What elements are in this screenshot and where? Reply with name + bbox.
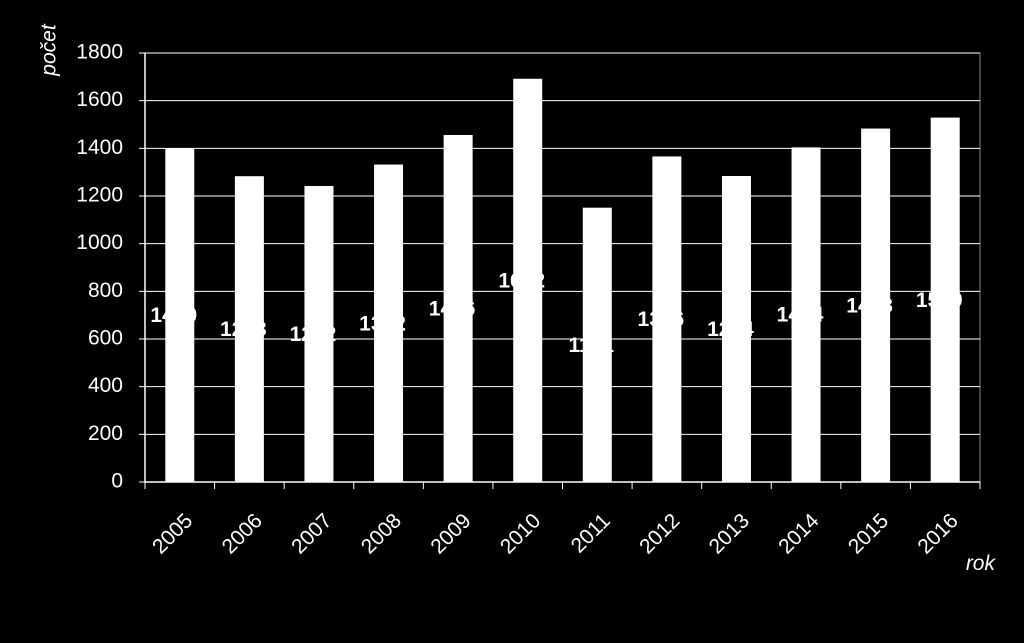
- y-tick-label: 1200: [76, 184, 123, 207]
- x-tick-label: 2014: [774, 509, 824, 559]
- bar: [861, 128, 891, 482]
- bar: [930, 117, 960, 483]
- data-label: 1483: [846, 294, 893, 317]
- data-label: 1283: [220, 318, 267, 341]
- bar: [374, 164, 404, 483]
- data-label: 1404: [777, 304, 824, 327]
- data-label: 1400: [150, 304, 197, 327]
- plot-border: [144, 52, 981, 483]
- x-tick-label: 2012: [635, 509, 684, 558]
- bar: [652, 156, 682, 483]
- y-tick-label: 200: [88, 422, 123, 445]
- y-axis-title: počet: [38, 23, 61, 77]
- x-tick-label: 2016: [913, 509, 962, 558]
- y-tick-label: 1400: [76, 136, 123, 159]
- data-label: 1456: [429, 297, 476, 320]
- y-tick-label: 1000: [76, 231, 123, 254]
- data-label: 1366: [638, 308, 685, 331]
- bar: [582, 207, 612, 482]
- data-label: 1284: [707, 318, 754, 341]
- bar: [721, 175, 751, 483]
- y-tick-label: 1800: [76, 41, 123, 64]
- data-label: 1332: [359, 312, 406, 335]
- data-label: 1242: [290, 323, 337, 346]
- y-tick-label: 800: [88, 279, 123, 302]
- y-tick-label: 1600: [76, 88, 123, 111]
- bar: [165, 148, 195, 483]
- bar: [791, 147, 821, 482]
- x-tick-label: 2009: [426, 509, 475, 558]
- data-label: 1692: [498, 269, 545, 292]
- x-tick-label: 2010: [496, 509, 545, 558]
- bar: [513, 78, 543, 483]
- x-tick-label: 2008: [357, 509, 406, 558]
- x-tick-label: 2015: [844, 509, 893, 558]
- y-tick-label: 400: [88, 374, 123, 397]
- x-tick-label: 2005: [148, 509, 197, 558]
- y-tick-label: 0: [111, 470, 123, 493]
- x-axis-title: rok: [966, 552, 997, 575]
- y-tick-label: 600: [88, 327, 123, 350]
- bar: [304, 185, 334, 483]
- bar: [234, 176, 264, 483]
- bar: [443, 134, 473, 482]
- data-label: 1151: [569, 334, 615, 357]
- x-tick-label: 2013: [705, 509, 754, 558]
- x-tick-label: 2011: [567, 509, 615, 557]
- data-label: 1529: [916, 289, 963, 312]
- x-tick-label: 2007: [287, 509, 336, 558]
- x-tick-label: 2006: [218, 509, 267, 558]
